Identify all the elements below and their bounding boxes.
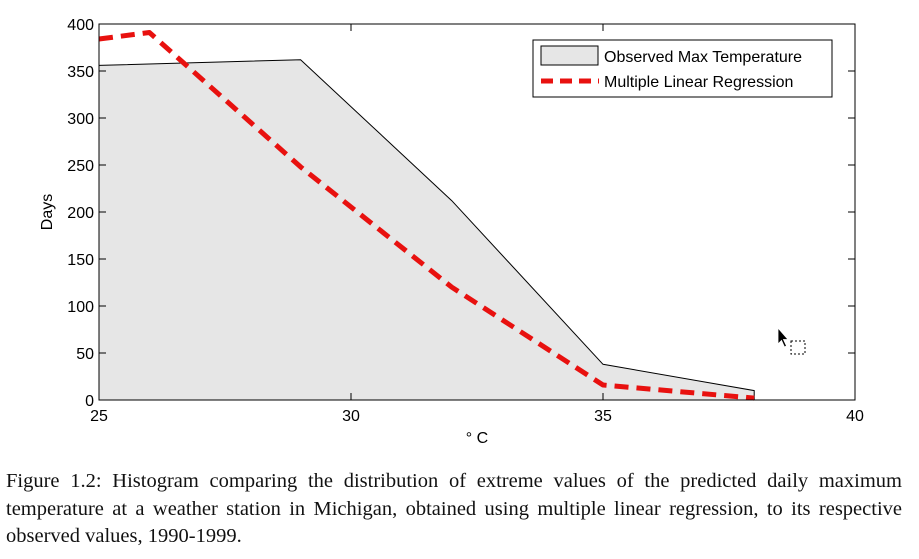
figure-caption: Figure 1.2: Histogram comparing the dist…	[6, 470, 902, 547]
x-tick-label: 40	[846, 408, 864, 425]
observed-area-fill	[99, 59, 755, 400]
x-tick-label: 25	[90, 408, 108, 425]
y-tick-label: 300	[67, 111, 94, 128]
y-tick-label: 50	[76, 346, 94, 363]
series-layer	[98, 30, 755, 401]
y-tick-label: 250	[67, 158, 94, 175]
regression-line	[98, 30, 755, 401]
legend-label-observed: Observed Max Temperature	[604, 49, 802, 66]
y-tick-label: 100	[67, 299, 94, 316]
legend-label-regression: Multiple Linear Regression	[604, 74, 793, 91]
y-tick-label: 400	[67, 17, 94, 34]
legend-swatch-observed	[540, 45, 599, 66]
cursor-icon	[777, 326, 806, 355]
y-tick-label: 350	[67, 64, 94, 81]
y-tick-label: 200	[67, 205, 94, 222]
y-axis-label: Days	[39, 194, 56, 230]
x-tick-label: 35	[594, 408, 612, 425]
legend: Observed Max Temperature Multiple Linear …	[532, 39, 833, 98]
x-tick-label: 30	[342, 408, 360, 425]
y-tick-label: 150	[67, 252, 94, 269]
x-axis-label: ° C	[466, 430, 488, 447]
y-tick-label: 0	[85, 393, 94, 410]
observed-area-outline	[98, 59, 755, 400]
